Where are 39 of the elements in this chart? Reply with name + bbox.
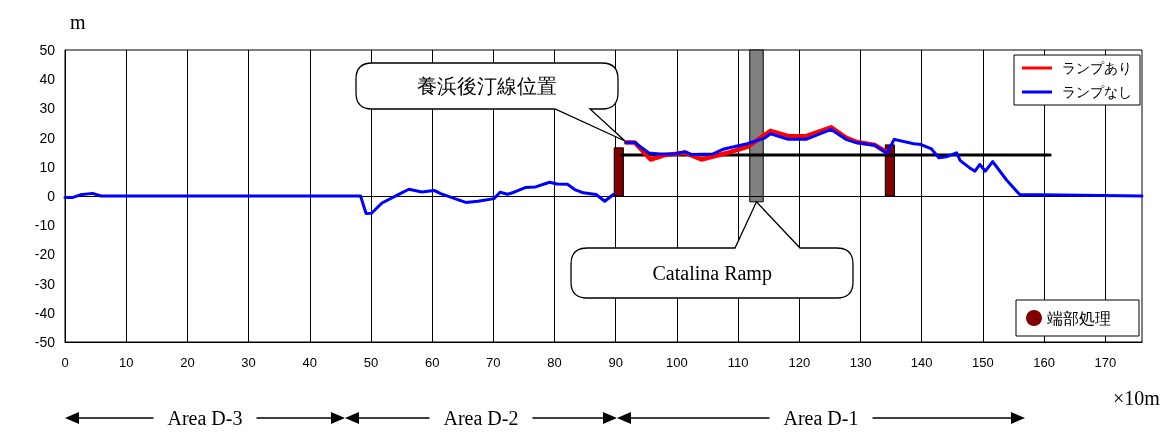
text: Area D-2 xyxy=(443,406,519,430)
y-axis-title: m xyxy=(70,10,86,34)
y-tick-label: 40 xyxy=(39,71,56,88)
x-tick-label: 30 xyxy=(241,355,256,370)
y-tick-label: 0 xyxy=(47,188,56,204)
x-tick-label: 150 xyxy=(972,355,994,370)
text: Area D-3 xyxy=(167,406,243,430)
x-tick-label: 90 xyxy=(608,355,623,370)
x-tick-label: 110 xyxy=(727,355,749,370)
y-tick-label: -40 xyxy=(34,304,56,321)
text: Area D-1 xyxy=(783,406,859,430)
x-tick-label: 130 xyxy=(849,355,872,370)
x-axis-title: ×10m xyxy=(1113,386,1160,410)
x-tick-label: 170 xyxy=(1094,355,1117,370)
legend-label: 端部処理 xyxy=(1047,309,1111,327)
x-tick-label: 20 xyxy=(180,355,195,370)
x-tick-label: 50 xyxy=(363,355,379,370)
x-tick-label: 40 xyxy=(302,355,318,370)
x-tick-label: 80 xyxy=(547,355,562,370)
x-tick-label: 70 xyxy=(486,355,501,370)
x-tick-label: 120 xyxy=(788,355,811,370)
annotation: Catalina Ramp xyxy=(652,261,772,285)
y-tick-label: -10 xyxy=(34,217,56,234)
y-tick-label: -30 xyxy=(34,275,56,292)
legend-label: ランプあり xyxy=(1062,60,1132,76)
annotation: 養浜後汀線位置 xyxy=(417,73,557,99)
x-tick-label: 100 xyxy=(666,355,688,370)
x-tick-label: 60 xyxy=(424,355,440,370)
y-tick-label: 20 xyxy=(39,129,56,146)
y-tick-label: -50 xyxy=(34,334,56,350)
x-tick-label: 140 xyxy=(910,355,933,370)
y-tick-label: -20 xyxy=(34,246,56,263)
x-tick-label: 160 xyxy=(1033,355,1055,370)
x-tick-label: 0 xyxy=(61,355,69,370)
y-tick-label: 10 xyxy=(39,158,56,175)
legend-label: ランプなし xyxy=(1062,84,1132,100)
x-tick-label: 10 xyxy=(118,355,134,370)
y-tick-label: 30 xyxy=(39,100,56,117)
y-tick-label: 50 xyxy=(39,42,56,58)
